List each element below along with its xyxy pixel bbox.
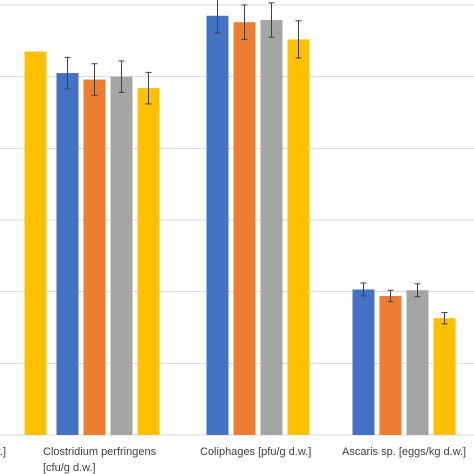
category-label-2-line-1: Clostridium perfringens <box>43 446 157 458</box>
error-bar-series-4-category-4 <box>441 311 448 325</box>
error-bar-series-4-category-2 <box>145 71 152 105</box>
bar-series-3-category-3 <box>260 20 283 436</box>
bar-series-1-category-3 <box>206 15 229 435</box>
error-bar-series-1-category-3 <box>214 0 221 34</box>
error-bar-series-2-category-2 <box>91 63 98 96</box>
bar-series-4-category-1 <box>24 51 47 435</box>
bar-series-2-category-3 <box>233 22 256 435</box>
bar-series-2-category-4 <box>379 295 402 435</box>
category-label-1-line-1: d.w.] <box>0 446 6 458</box>
error-bar-series-4-category-3 <box>295 20 302 59</box>
error-bar-series-3-category-2 <box>118 60 125 93</box>
bar-series-1-category-2 <box>56 73 79 435</box>
category-label-2-line-2: [cfu/g d.w.] <box>43 462 96 474</box>
error-bar-series-3-category-4 <box>414 283 421 298</box>
bar-series-1-category-4 <box>352 289 375 435</box>
bar-series-2-category-2 <box>83 79 106 436</box>
category-labels: d.w.] Clostridium perfringens [cfu/g d.w.]… <box>0 446 466 474</box>
bar-series-3-category-4 <box>406 290 429 435</box>
bars <box>24 0 456 436</box>
error-bar-series-2-category-4 <box>387 289 394 303</box>
bar-series-4-category-4 <box>433 318 456 435</box>
bar-series-4-category-2 <box>137 88 160 435</box>
error-bar-series-1-category-4 <box>360 282 367 297</box>
error-bar-series-1-category-2 <box>64 56 71 90</box>
error-bar-series-3-category-3 <box>268 2 275 38</box>
bar-series-3-category-2 <box>110 76 133 436</box>
category-label-4-line-1: Ascaris sp. [eggs/kg d.w.] <box>342 446 466 458</box>
error-bar-series-2-category-3 <box>241 4 248 40</box>
category-label-3-line-1: Coliphages [pfu/g d.w.] <box>200 446 311 458</box>
bar-series-4-category-3 <box>287 39 310 436</box>
